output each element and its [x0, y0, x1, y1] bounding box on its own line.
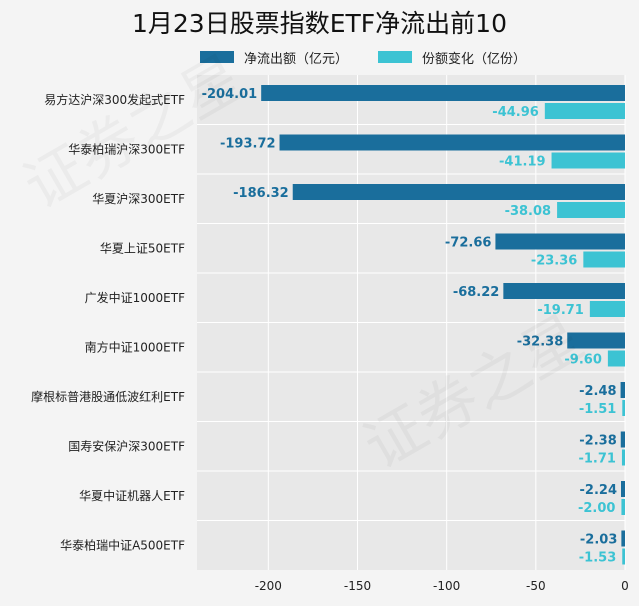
bar-share-change: [607, 350, 625, 367]
bar-share-change: [621, 499, 625, 515]
data-label-share-change: -23.36: [531, 254, 578, 269]
bar-share-change: [583, 251, 625, 268]
bar-share-change: [551, 152, 625, 169]
bar-net-outflow: [620, 382, 625, 398]
bar-net-outflow: [621, 481, 625, 497]
data-label-share-change: -41.19: [499, 155, 546, 170]
category-label: 易方达沪深300发起式ETF: [44, 92, 185, 107]
legend: 净流出额（亿元） 份额变化（亿份）: [0, 48, 639, 68]
category-label: 广发中证1000ETF: [85, 290, 185, 305]
data-label-net-outflow: -2.48: [579, 384, 616, 399]
data-label-share-change: -44.96: [492, 105, 539, 120]
bar-share-change: [622, 400, 625, 416]
data-label-share-change: -1.71: [578, 452, 615, 467]
data-label-net-outflow: -2.03: [580, 533, 617, 548]
legend-swatch-share-change: [378, 51, 412, 63]
bar-share-change: [544, 103, 625, 119]
x-tick-label: 0: [621, 579, 629, 593]
x-tick-label: -50: [526, 579, 546, 593]
chart-title: 1月23日股票指数ETF净流出前10: [132, 9, 507, 38]
data-label-share-change: -1.51: [579, 402, 616, 417]
bar-net-outflow: [279, 134, 625, 151]
bar-net-outflow: [292, 184, 625, 200]
bar-net-outflow: [261, 85, 625, 101]
data-label-net-outflow: -186.32: [233, 186, 289, 201]
bar-net-outflow: [503, 283, 625, 299]
bar-net-outflow: [567, 332, 625, 349]
bar-share-change: [589, 301, 625, 317]
bar-net-outflow: [620, 431, 625, 448]
bar-share-change: [621, 449, 625, 466]
bar-net-outflow: [621, 530, 625, 547]
data-label-net-outflow: -2.38: [579, 434, 616, 449]
data-label-net-outflow: -68.22: [453, 285, 500, 300]
x-tick-label: -100: [433, 579, 460, 593]
category-label: 国寿安保沪深300ETF: [68, 438, 185, 453]
data-label-share-change: -19.71: [537, 303, 584, 318]
data-label-share-change: -1.53: [579, 551, 616, 566]
category-label: 华泰柏瑞中证A500ETF: [60, 537, 185, 552]
category-label: 华夏沪深300ETF: [92, 192, 185, 206]
bar-net-outflow: [495, 233, 625, 250]
x-tick-label: -200: [255, 579, 282, 593]
data-label-net-outflow: -193.72: [220, 137, 276, 152]
data-label-net-outflow: -72.66: [445, 236, 492, 251]
data-label-share-change: -2.00: [578, 501, 615, 516]
category-label: 华夏中证机器人ETF: [79, 488, 185, 503]
data-label-net-outflow: -2.24: [580, 483, 617, 498]
legend-label-share-change: 份额变化（亿份）: [422, 52, 527, 67]
data-label-net-outflow: -204.01: [202, 87, 258, 102]
category-label: 华泰柏瑞沪深300ETF: [68, 141, 185, 156]
category-label: 南方中证1000ETF: [85, 339, 185, 354]
data-label-share-change: -38.08: [505, 204, 552, 219]
bar-share-change: [557, 202, 625, 218]
x-tick-label: -150: [344, 579, 371, 593]
category-label: 华夏上证50ETF: [100, 241, 185, 255]
data-label-share-change: -9.60: [564, 353, 601, 368]
legend-label-net-outflow: 净流出额（亿元）: [244, 52, 349, 67]
bar-share-change: [622, 548, 625, 565]
category-label: 摩根标普港股通低波红利ETF: [31, 389, 185, 404]
data-label-net-outflow: -32.38: [517, 335, 564, 350]
legend-swatch-net-outflow: [200, 51, 234, 63]
